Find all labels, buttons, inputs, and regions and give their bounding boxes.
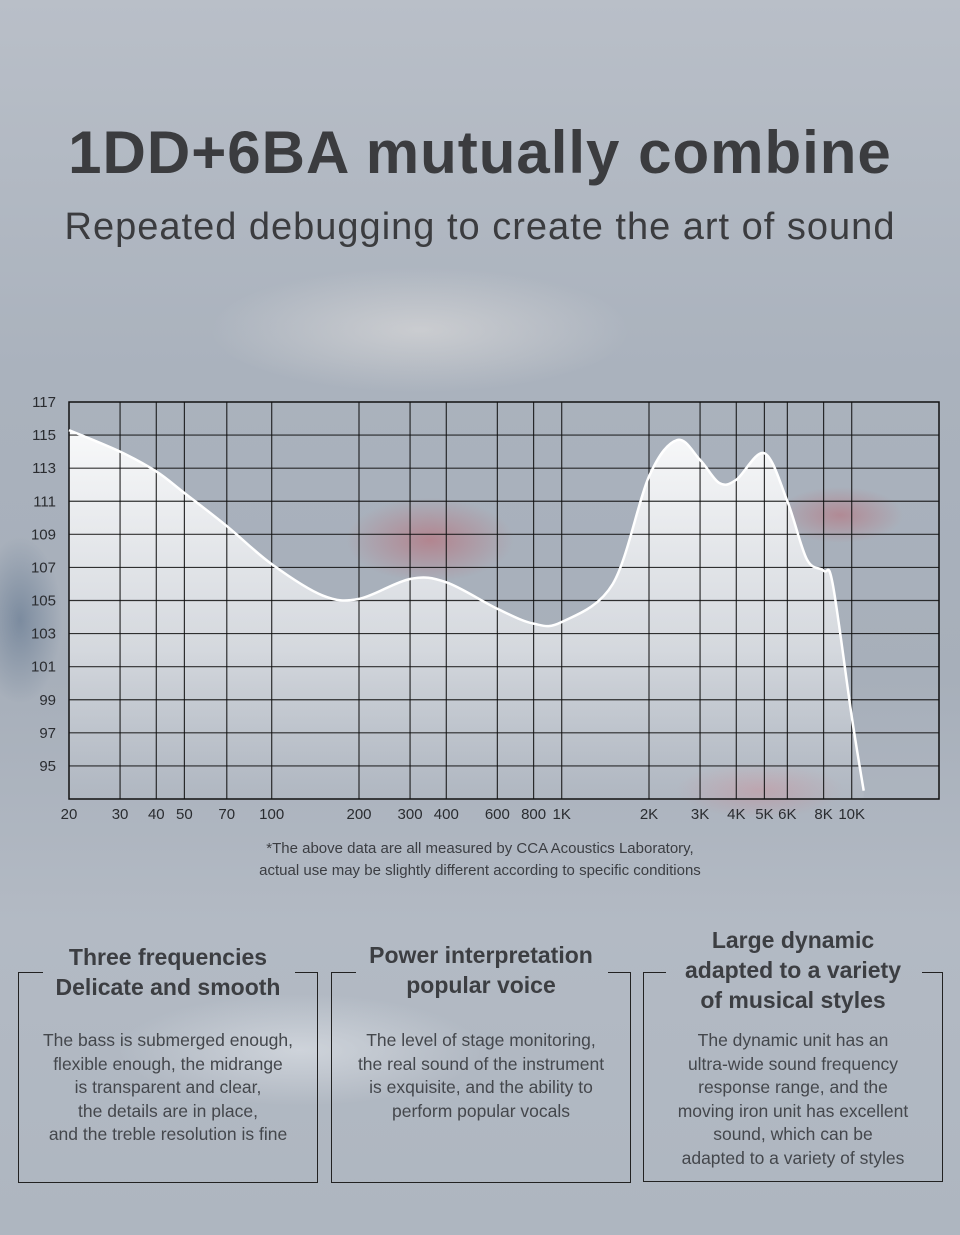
- feature-title-line: of musical styles: [700, 987, 886, 1013]
- y-tick-label: 101: [31, 659, 56, 676]
- y-tick-label: 107: [31, 559, 56, 576]
- x-tick-label: 40: [148, 806, 165, 823]
- x-tick-label: 300: [398, 806, 423, 823]
- page-subtitle: Repeated debugging to create the art of …: [64, 206, 896, 248]
- feature-body-line: and the treble resolution is fine: [48, 1124, 288, 1144]
- feature-box-large-dynamic: Large dynamic adapted to a variety of mu…: [643, 927, 943, 1182]
- y-tick-label: 105: [31, 593, 56, 610]
- feature-body-line: sound, which can be: [713, 1124, 873, 1144]
- feature-body-line: The dynamic unit has an: [697, 1030, 889, 1050]
- x-tick-label: 10K: [838, 806, 865, 823]
- feature-title-line: popular voice: [406, 972, 556, 998]
- x-tick-label: 400: [434, 806, 459, 823]
- feature-title-line: Power interpretation: [369, 942, 593, 968]
- note-line-2: actual use may be slightly different acc…: [259, 862, 701, 879]
- y-tick-label: 103: [31, 626, 56, 643]
- x-tick-label: 5K: [755, 806, 773, 823]
- plot-frame: [68, 401, 940, 800]
- y-tick-label: 117: [32, 394, 56, 411]
- x-tick-label: 800: [521, 806, 546, 823]
- feature-body-line: flexible enough, the midrange: [53, 1053, 283, 1074]
- x-tick-label: 50: [176, 806, 193, 823]
- y-tick-label: 115: [32, 427, 56, 444]
- x-tick-label: 4K: [727, 806, 745, 823]
- frequency-response-chart: 117 115 113 111 109 107 105 103 101 99 97 95 20 30 40 5…: [31, 394, 940, 823]
- feature-body-line: adapted to a variety of styles: [681, 1147, 905, 1168]
- feature-body: The bass is submerged enough, flexible e…: [19, 1029, 317, 1147]
- feature-title-line: Three frequencies: [68, 944, 268, 970]
- x-tick-label: 30: [112, 806, 129, 823]
- x-tick-label: 3K: [691, 806, 709, 823]
- x-tick-label: 200: [346, 806, 371, 823]
- x-tick-label: 600: [485, 806, 510, 823]
- feature-title: Power interpretation popular voice: [332, 940, 630, 1000]
- measurement-note: *The above data are all measured by CCA …: [0, 838, 960, 882]
- feature-box-power-interpretation: Power interpretation popular voice The l…: [331, 942, 631, 1183]
- x-tick-label: 20: [61, 806, 78, 823]
- feature-body-line: The bass is submerged enough,: [42, 1030, 294, 1050]
- feature-title-line: Delicate and smooth: [55, 974, 281, 1000]
- feature-body-line: ultra-wide sound frequency: [687, 1053, 899, 1074]
- feature-title: Large dynamic adapted to a variety of mu…: [644, 925, 942, 1015]
- y-tick-label: 99: [39, 692, 56, 709]
- feature-body-line: perform popular vocals: [392, 1100, 570, 1121]
- feature-body-line: The level of stage monitoring,: [366, 1030, 596, 1050]
- response-curve: [68, 428, 865, 791]
- x-tick-label: 8K: [814, 806, 832, 823]
- y-tick-label: 95: [39, 758, 56, 775]
- y-tick-label: 97: [39, 725, 56, 742]
- feature-body-line: is transparent and clear,: [74, 1077, 262, 1097]
- feature-title-line: Large dynamic: [711, 927, 875, 953]
- y-tick-label: 109: [31, 526, 56, 543]
- feature-body-line: response range, and the: [698, 1077, 888, 1097]
- x-tick-label: 1K: [553, 806, 571, 823]
- page-title: 1DD+6BA mutually combine: [68, 119, 892, 186]
- y-tick-label: 113: [32, 460, 56, 477]
- note-line-1: *The above data are all measured by CCA …: [266, 840, 694, 857]
- feature-title-line: adapted to a variety: [684, 957, 902, 983]
- feature-title: Three frequencies Delicate and smooth: [19, 942, 317, 1002]
- feature-box-three-frequencies: Three frequencies Delicate and smooth Th…: [18, 944, 318, 1183]
- feature-body-line: the real sound of the instrument: [357, 1053, 605, 1074]
- feature-body: The dynamic unit has an ultra-wide sound…: [644, 1029, 942, 1170]
- feature-body-line: is exquisite, and the ability to: [369, 1077, 593, 1097]
- feature-body-line: moving iron unit has excellent: [677, 1100, 909, 1121]
- x-tick-label: 100: [259, 806, 284, 823]
- y-tick-label: 111: [33, 493, 56, 510]
- x-tick-label: 6K: [778, 806, 796, 823]
- x-tick-label: 2K: [640, 806, 658, 823]
- feature-body-line: the details are in place,: [78, 1100, 258, 1121]
- x-tick-label: 70: [218, 806, 235, 823]
- response-area: [69, 430, 864, 799]
- feature-body: The level of stage monitoring, the real …: [332, 1029, 630, 1123]
